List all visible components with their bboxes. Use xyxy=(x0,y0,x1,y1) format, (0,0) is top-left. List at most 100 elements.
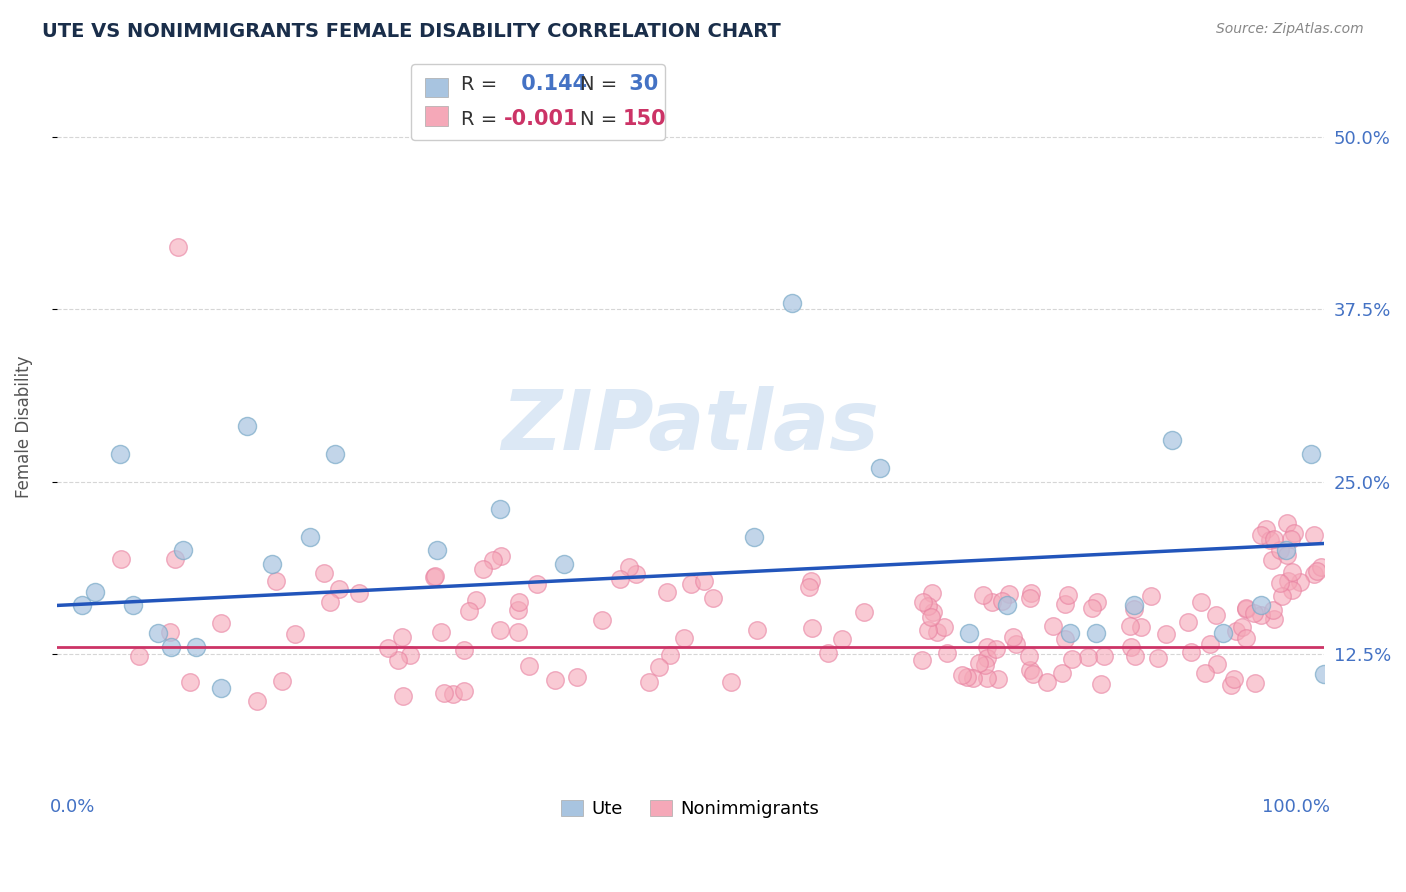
Point xyxy=(976,651,998,665)
Text: 100.0%: 100.0% xyxy=(1263,798,1330,816)
Point xyxy=(638,674,661,689)
Point xyxy=(1001,630,1024,644)
Point xyxy=(1194,665,1216,680)
Point xyxy=(1277,548,1299,562)
Point xyxy=(1281,583,1303,598)
Point xyxy=(121,599,143,613)
Point xyxy=(1303,528,1326,542)
Point xyxy=(325,447,347,461)
Point xyxy=(565,670,588,684)
Point xyxy=(1261,553,1284,567)
Point xyxy=(1084,626,1107,640)
Point xyxy=(1212,626,1234,640)
Point xyxy=(179,675,201,690)
Point xyxy=(1050,665,1073,680)
Point xyxy=(506,603,529,617)
Point xyxy=(1254,522,1277,536)
Point xyxy=(972,588,994,602)
Text: 0.0%: 0.0% xyxy=(51,798,96,816)
Point xyxy=(1234,631,1257,645)
Point xyxy=(260,557,283,571)
Point xyxy=(425,569,447,583)
Point xyxy=(1275,543,1298,558)
Text: 0.144: 0.144 xyxy=(515,74,588,95)
Text: ZIPatlas: ZIPatlas xyxy=(502,386,879,467)
Point xyxy=(1130,620,1153,634)
Point xyxy=(108,447,131,461)
Point xyxy=(172,543,194,558)
Point xyxy=(1059,626,1081,640)
Point xyxy=(976,640,998,654)
Point xyxy=(1281,566,1303,580)
Point xyxy=(209,681,232,695)
Point xyxy=(1282,526,1305,541)
Point xyxy=(742,530,765,544)
Point xyxy=(209,615,232,630)
Point xyxy=(1263,612,1285,626)
Point xyxy=(1140,589,1163,603)
Point xyxy=(70,599,93,613)
Point xyxy=(1123,602,1146,616)
Point xyxy=(1154,627,1177,641)
Point xyxy=(1087,595,1109,609)
Point xyxy=(950,668,973,682)
Point xyxy=(489,502,512,516)
Point xyxy=(1250,599,1272,613)
Point xyxy=(1036,675,1059,690)
Point xyxy=(921,586,943,600)
Point xyxy=(184,640,207,654)
Point xyxy=(1288,574,1310,589)
Point xyxy=(1121,640,1143,655)
Point xyxy=(553,557,575,571)
Point xyxy=(159,624,181,639)
Point xyxy=(799,580,821,594)
Point xyxy=(745,623,768,637)
Point xyxy=(1313,667,1336,681)
Point xyxy=(1225,624,1247,638)
Point xyxy=(1263,532,1285,546)
Point xyxy=(591,613,613,627)
Point xyxy=(246,694,269,708)
Point xyxy=(925,625,948,640)
Point xyxy=(648,660,671,674)
Point xyxy=(453,642,475,657)
Point xyxy=(314,566,336,581)
Point xyxy=(519,659,541,673)
Point xyxy=(1092,649,1115,664)
Point xyxy=(921,606,943,620)
Point xyxy=(995,599,1018,613)
Point xyxy=(110,552,132,566)
Point xyxy=(1053,597,1076,611)
Legend: Ute, Nonimmigrants: Ute, Nonimmigrants xyxy=(554,793,827,825)
Point xyxy=(1268,543,1291,558)
Point xyxy=(976,671,998,685)
Point xyxy=(800,621,823,635)
Point xyxy=(1080,600,1102,615)
Point xyxy=(430,624,453,639)
Point xyxy=(441,687,464,701)
Point xyxy=(392,689,415,703)
Point xyxy=(780,295,803,310)
Point xyxy=(426,543,449,558)
Point xyxy=(1301,447,1323,461)
Text: N =: N = xyxy=(581,75,617,94)
Point xyxy=(672,631,695,645)
Point xyxy=(1160,434,1182,448)
Point xyxy=(1230,620,1253,634)
Point xyxy=(319,595,342,609)
Point xyxy=(1053,632,1076,646)
Point xyxy=(934,620,956,634)
Point xyxy=(1234,601,1257,615)
Point xyxy=(852,605,875,619)
Point xyxy=(264,574,287,588)
Point xyxy=(917,624,939,638)
Point xyxy=(998,587,1021,601)
Point xyxy=(328,582,350,597)
Point xyxy=(869,460,891,475)
Point xyxy=(489,624,512,638)
Point xyxy=(1205,607,1227,622)
Point xyxy=(974,657,997,672)
Point xyxy=(526,577,548,591)
Text: R =: R = xyxy=(461,110,496,129)
Text: N =: N = xyxy=(581,110,617,129)
